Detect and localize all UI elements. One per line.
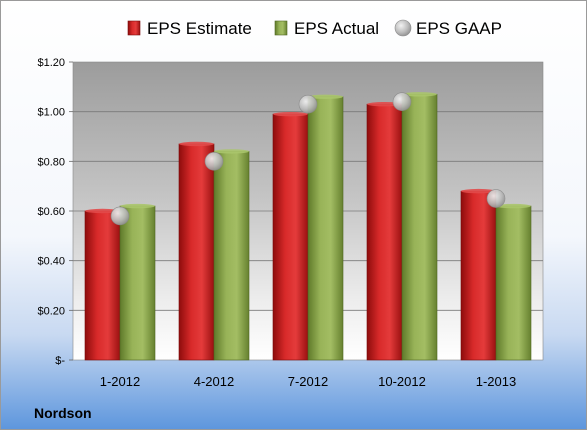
eps-gaap-marker: [204, 152, 224, 171]
x-tick-label: 1-2012: [100, 374, 140, 389]
eps-actual-bar: [307, 96, 344, 361]
eps-actual-bar-cap: [496, 203, 531, 209]
eps-actual-bar-cap: [308, 94, 343, 99]
eps-estimate-bar-cap: [461, 188, 496, 194]
eps-estimate-bar: [366, 103, 403, 361]
x-tick-label: 1-2013: [476, 374, 516, 389]
eps-estimate-bar-cap: [85, 208, 120, 214]
eps-estimate-bar: [460, 190, 497, 361]
eps-actual-bar: [119, 205, 156, 361]
y-tick-label: $0.60: [37, 206, 65, 218]
eps-actual-bar: [495, 205, 532, 361]
eps-estimate-bar-cap: [179, 141, 214, 147]
eps-actual-bar-cap: [214, 149, 249, 154]
x-axis-ticks: 1-2012 4-2012 7-2012 10-2012 1-2013: [100, 374, 516, 389]
y-tick-label: $1.00: [37, 107, 65, 119]
legend-swatch-eps-actual: [274, 20, 288, 36]
eps-estimate-bar: [178, 143, 215, 361]
company-label: Nordson: [34, 405, 92, 421]
x-tick-label: 10-2012: [378, 374, 426, 389]
x-tick-label: 7-2012: [288, 374, 328, 389]
eps-actual-bar-cap: [402, 92, 437, 97]
gaap-markers: [110, 92, 506, 226]
eps-estimate-bar: [272, 113, 309, 361]
eps-estimate-bar: [84, 210, 121, 361]
legend-label: EPS Estimate: [147, 19, 252, 38]
eps-estimate-bar-cap: [273, 111, 308, 117]
y-tick-label: $0.40: [37, 256, 65, 268]
eps-actual-bar: [213, 151, 250, 361]
y-tick-label: $1.20: [37, 57, 65, 69]
legend-swatch-eps-gaap: [394, 19, 412, 37]
legend-swatch-eps-estimate: [127, 20, 141, 36]
eps-actual-bar: [401, 93, 438, 361]
eps-gaap-marker: [298, 94, 318, 114]
eps-gaap-marker: [486, 189, 506, 208]
legend-label: EPS GAAP: [416, 19, 502, 38]
eps-gaap-marker: [110, 206, 130, 226]
eps-actual-bar-cap: [120, 203, 155, 209]
y-tick-label: $-: [55, 355, 65, 367]
legend: EPS Estimate EPS Actual EPS GAAP: [127, 19, 502, 38]
eps-gaap-marker: [392, 92, 412, 112]
x-tick-label: 4-2012: [194, 374, 234, 389]
y-tick-label: $0.20: [37, 305, 65, 317]
bars: [84, 92, 532, 361]
y-axis-ticks: $- $0.20 $0.40 $0.60 $0.80 $1.00 $1.20: [37, 57, 73, 367]
legend-label: EPS Actual: [294, 19, 379, 38]
y-tick-label: $0.80: [37, 156, 65, 168]
